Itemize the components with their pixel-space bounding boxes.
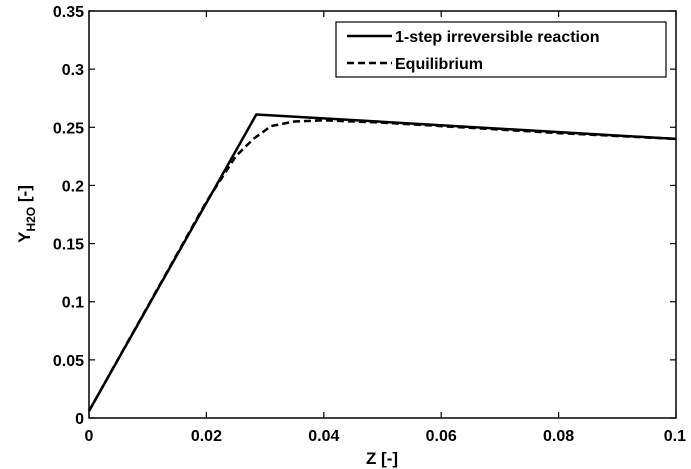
y-tick-label: 0.05 (53, 353, 84, 370)
y-tick-label: 0.1 (62, 295, 84, 312)
x-tick-label: 0.06 (426, 428, 457, 445)
x-tick-label: 0 (85, 428, 94, 445)
x-tick-label: 0.02 (191, 428, 222, 445)
series-line-irreversible (87, 113, 677, 412)
y-axis-label: YH2O [-] (15, 185, 38, 243)
tick-marks-group (88, 10, 677, 419)
x-tick-label: 0.08 (543, 428, 574, 445)
plot-area-frame (88, 10, 677, 419)
series-line-equilibrium (87, 119, 677, 412)
legend-label-series-1: Equilibrium (395, 56, 483, 73)
x-tick-label: 0.04 (308, 428, 339, 445)
y-tick-label: 0.15 (53, 237, 84, 254)
series-lines-group (87, 113, 677, 412)
y-tick-label: 0 (75, 411, 84, 428)
x-axis-label: Z [-] (366, 449, 398, 468)
y-axis-label-main: Y (15, 231, 34, 243)
x-tick-labels-group: 0 0.02 0.04 0.06 0.08 0.1 (85, 428, 687, 445)
y-tick-label: 0.3 (62, 62, 84, 79)
y-axis-label-subscript: H2O (24, 207, 38, 232)
y-tick-label: 0.35 (53, 4, 84, 21)
y-axis-label-group: YH2O [-] (15, 185, 38, 243)
legend-label-series-0: 1-step irreversible reaction (395, 29, 600, 46)
y-tick-label: 0.2 (62, 178, 84, 195)
legend-box (335, 21, 667, 78)
y-axis-label-suffix: [-] (15, 185, 34, 207)
legend: 1-step irreversible reaction Equilibrium (335, 21, 667, 78)
y-tick-labels-group: 0 0.05 0.1 0.15 0.2 0.25 0.3 0.35 (53, 4, 84, 428)
y-tick-label: 0.25 (53, 120, 84, 137)
x-tick-label: 0.1 (664, 428, 686, 445)
